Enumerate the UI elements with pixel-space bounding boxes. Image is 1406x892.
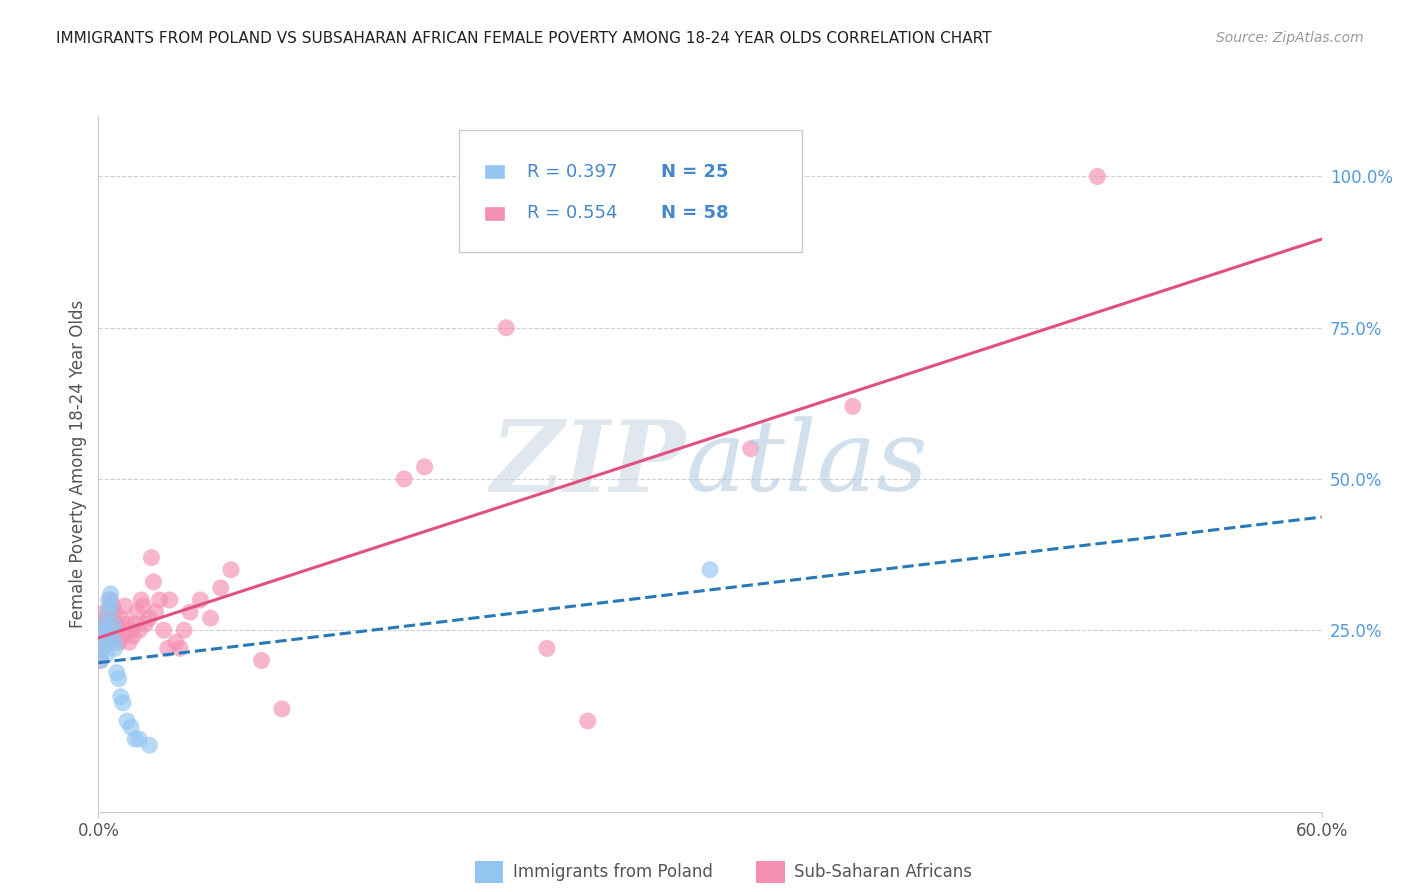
FancyBboxPatch shape [460,130,801,252]
Point [93,617,115,632]
Point [91,641,114,656]
Point [152,624,174,638]
Point [1085,169,1108,184]
Point [111,696,134,710]
Point [89,653,111,667]
Text: atlas: atlas [686,417,928,511]
Text: Sub-Saharan Africans: Sub-Saharan Africans [794,863,973,881]
Point [108,624,131,638]
Point [129,593,152,607]
Point [188,593,212,607]
Point [91,617,114,632]
Point [114,599,136,613]
Point [128,624,150,638]
Bar [756,861,785,883]
Point [96,635,118,649]
Point [97,617,120,632]
Point [101,624,124,638]
Point [120,720,142,734]
Point [101,624,124,638]
Point [122,629,145,643]
Point [105,617,128,632]
Point [93,629,115,643]
Point [138,611,160,625]
Point [97,605,120,619]
Point [138,738,160,752]
Point [110,690,132,704]
Y-axis label: Female Poverty Among 18-24 Year Olds: Female Poverty Among 18-24 Year Olds [69,300,87,628]
Point [219,563,242,577]
Text: IMMIGRANTS FROM POLAND VS SUBSAHARAN AFRICAN FEMALE POVERTY AMONG 18-24 YEAR OLD: IMMIGRANTS FROM POLAND VS SUBSAHARAN AFR… [56,31,991,46]
Point [209,581,232,595]
Point [96,635,118,649]
Point [104,629,127,643]
Bar [475,861,503,883]
Point [132,599,155,613]
Point [89,629,111,643]
Point [141,550,163,565]
Point [93,624,115,638]
Point [576,714,599,728]
Point [740,442,762,456]
Point [100,599,122,613]
Point [270,702,294,716]
Point [699,563,721,577]
Point [134,617,156,632]
Point [91,641,114,656]
Text: ZIP: ZIP [491,416,686,512]
Text: R = 0.397: R = 0.397 [526,162,617,180]
Point [108,672,131,686]
Point [104,605,127,619]
Point [97,593,120,607]
FancyBboxPatch shape [484,206,505,221]
Point [169,641,191,656]
Point [124,732,146,747]
Point [100,611,122,625]
Point [100,593,122,607]
Point [115,617,138,632]
Point [111,629,134,643]
Point [120,624,142,638]
Point [413,459,436,474]
Text: N = 25: N = 25 [661,162,728,180]
Point [127,605,149,619]
Point [100,587,122,601]
Point [250,653,273,667]
Point [173,624,195,638]
Point [105,665,128,680]
FancyBboxPatch shape [484,164,505,179]
Point [96,648,118,662]
Point [841,400,863,414]
Point [93,605,115,619]
Text: Source: ZipAtlas.com: Source: ZipAtlas.com [1216,31,1364,45]
Text: Immigrants from Poland: Immigrants from Poland [513,863,713,881]
Point [96,611,118,625]
Point [165,635,187,649]
Point [392,472,416,486]
Point [495,320,517,334]
Point [110,611,132,625]
Point [118,635,141,649]
Point [104,641,127,656]
Point [108,635,131,649]
Point [97,629,120,643]
Point [101,599,124,613]
Point [89,653,111,667]
Point [115,714,138,728]
Point [91,624,114,638]
Point [156,641,179,656]
Point [124,617,146,632]
Point [149,593,172,607]
Point [159,593,181,607]
Point [200,611,222,625]
Text: R = 0.554: R = 0.554 [526,204,617,222]
Point [179,605,201,619]
Point [145,605,167,619]
Point [104,635,127,649]
Point [101,617,124,632]
Point [128,732,150,747]
Point [142,574,165,589]
Text: N = 58: N = 58 [661,204,728,222]
Point [536,641,558,656]
